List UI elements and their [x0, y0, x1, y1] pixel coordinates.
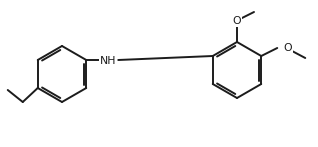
- Text: O: O: [283, 43, 292, 53]
- Text: NH: NH: [100, 56, 116, 66]
- Text: O: O: [233, 16, 241, 26]
